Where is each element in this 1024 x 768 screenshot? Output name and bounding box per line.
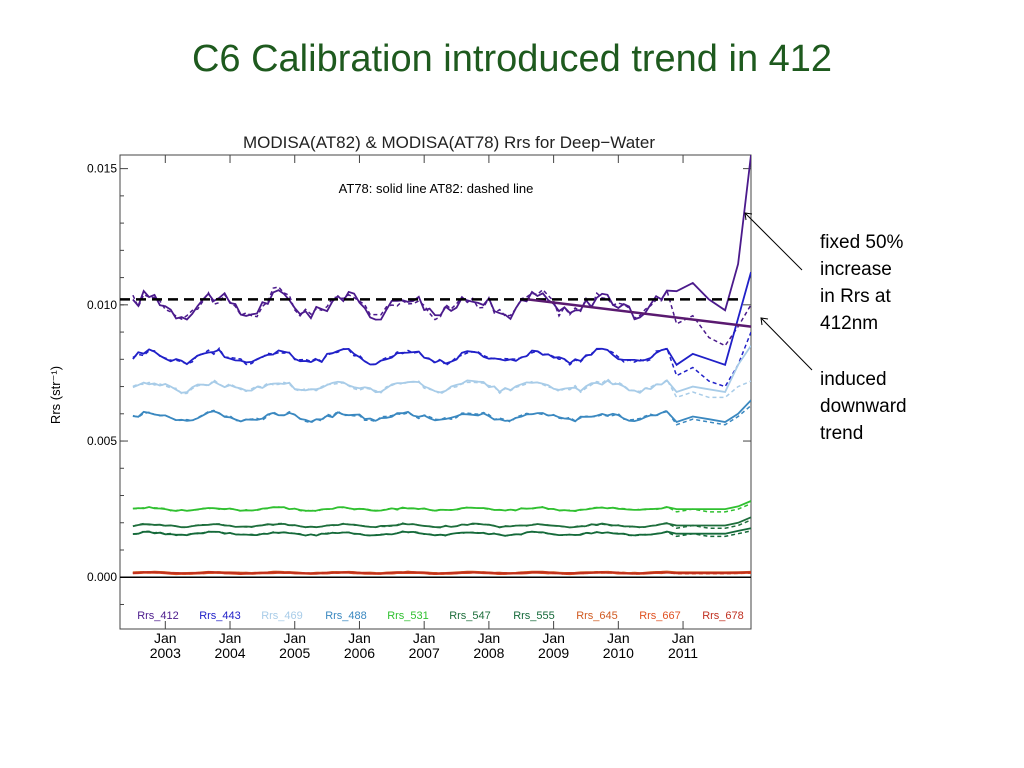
x-axis: Jan2003Jan2004Jan2005Jan2006Jan2007Jan20… <box>150 155 698 661</box>
legend-entry: Rrs_469 <box>261 610 303 622</box>
x-tick-label-year: 2004 <box>214 645 245 661</box>
callout-trend: induced downward trend <box>820 366 1010 447</box>
legend-entry: Rrs_443 <box>199 610 241 622</box>
callout-arrows <box>744 212 813 371</box>
arrowhead-2 <box>760 317 769 326</box>
x-tick-label-month: Jan <box>607 630 630 646</box>
chart-title: MODISA(AT82) & MODISA(AT78) Rrs for Deep… <box>243 133 655 152</box>
series-line-at78 <box>132 516 751 529</box>
legend-entry: Rrs_488 <box>325 610 367 622</box>
callout-trend-line-3: trend <box>820 423 864 444</box>
callout-trend-line-2: downward <box>820 396 907 417</box>
plot-frame <box>119 154 752 630</box>
series-line-at78 <box>132 155 751 321</box>
x-tick-label-year: 2010 <box>603 645 634 661</box>
callout-increase-line-2: increase <box>820 259 892 280</box>
x-tick-label-month: Jan <box>219 630 242 646</box>
x-tick-label-year: 2009 <box>538 645 569 661</box>
y-axis: 0.000 0.005 0.010 0.015 <box>87 162 751 605</box>
x-tick-label-month: Jan <box>413 630 436 646</box>
y-tick-label: 0.005 <box>87 434 117 448</box>
arrow-412-increase <box>744 212 803 271</box>
legend: Rrs_412 Rrs_443 Rrs_469 Rrs_488 Rrs_531 Rrs_5… <box>137 610 744 622</box>
trend-line <box>527 298 752 328</box>
slide-title: C6 Calibration introduced trend in 412 <box>191 38 833 80</box>
x-tick-label-month: Jan <box>478 630 501 646</box>
legend-entry: Rrs_547 <box>449 610 491 622</box>
y-axis-label: Rrs (str⁻¹) <box>48 366 63 424</box>
chart-annotation: AT78: solid line AT82: dashed line <box>339 181 534 196</box>
series-line-at78 <box>132 399 751 424</box>
legend-entry: Rrs_678 <box>702 610 744 622</box>
legend-entry: Rrs_645 <box>576 610 618 622</box>
series-line-at78 <box>132 345 751 394</box>
y-tick-label: 0.015 <box>87 162 117 176</box>
arrow-downward-trend <box>760 317 813 371</box>
callout-increase-line-1: fixed 50% <box>820 232 904 253</box>
x-tick-label-year: 2007 <box>409 645 440 661</box>
plot-area <box>132 155 751 576</box>
x-tick-label-month: Jan <box>672 630 695 646</box>
callout-increase-line-4: 412nm <box>820 313 879 334</box>
callout-increase: fixed 50% increase in Rrs at 412nm <box>820 229 1010 337</box>
callout-trend-line-1: induced <box>820 369 887 390</box>
legend-entry: Rrs_667 <box>639 610 681 622</box>
x-tick-label-year: 2005 <box>279 645 310 661</box>
x-tick-label-month: Jan <box>348 630 371 646</box>
y-tick-label: 0.010 <box>87 298 117 312</box>
series-line-at78 <box>132 500 751 512</box>
series-line-at82 <box>132 377 751 399</box>
series-line-at78 <box>132 571 751 575</box>
series-line-at78 <box>132 271 751 367</box>
x-tick-label-year: 2011 <box>668 645 698 661</box>
callout-increase-line-3: in Rrs at <box>820 286 891 307</box>
x-tick-label-month: Jan <box>542 630 565 646</box>
x-tick-label-month: Jan <box>154 630 177 646</box>
legend-entry: Rrs_555 <box>513 610 555 622</box>
legend-entry: Rrs_412 <box>137 610 179 622</box>
x-tick-label-year: 2008 <box>473 645 504 661</box>
arrowhead-1 <box>744 212 753 221</box>
series-line-at82 <box>132 331 751 388</box>
series-line-at78 <box>132 527 751 537</box>
x-tick-label-year: 2006 <box>344 645 375 661</box>
legend-entry: Rrs_531 <box>387 610 429 622</box>
x-tick-label-month: Jan <box>283 630 306 646</box>
y-tick-label: 0.000 <box>87 570 117 584</box>
x-tick-label-year: 2003 <box>150 645 181 661</box>
